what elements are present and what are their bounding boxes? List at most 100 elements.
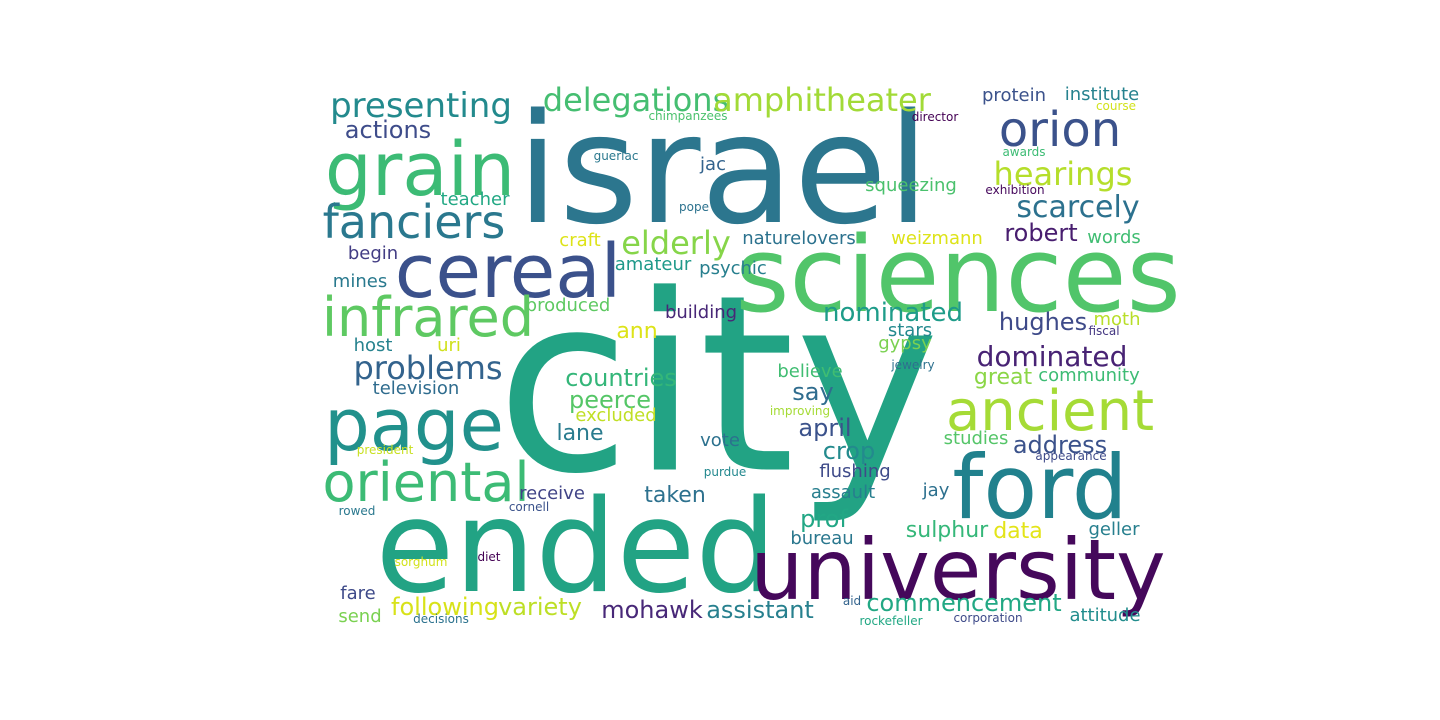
word-institute: institute bbox=[1064, 84, 1140, 105]
word-produced: produced bbox=[525, 295, 611, 316]
word-psychic: psychic bbox=[699, 258, 767, 279]
word-course: course bbox=[1095, 99, 1137, 113]
word-excluded: excluded bbox=[575, 405, 657, 426]
word-diet: diet bbox=[477, 550, 501, 564]
word-stars: stars bbox=[887, 320, 933, 341]
word-sciences: sciences bbox=[735, 214, 1181, 336]
word-squeezing: squeezing bbox=[865, 175, 957, 196]
word-peerce: peerce bbox=[568, 386, 652, 414]
word-presenting: presenting bbox=[330, 86, 512, 126]
word-great: great bbox=[973, 365, 1033, 390]
word-uri: uri bbox=[437, 335, 461, 356]
word-ann: ann bbox=[616, 319, 658, 344]
word-prof: prof bbox=[800, 505, 848, 533]
word-ancient: ancient bbox=[945, 379, 1155, 444]
word-address: address bbox=[1012, 431, 1108, 459]
word-flushing: flushing bbox=[819, 461, 891, 482]
word-assault: assault bbox=[810, 482, 876, 503]
word-actions: actions bbox=[344, 116, 432, 144]
word-mohawk: mohawk bbox=[601, 596, 703, 624]
word-ford: ford bbox=[952, 436, 1128, 539]
word-grain: grain bbox=[324, 127, 516, 213]
word-jay: jay bbox=[922, 480, 950, 501]
word-ended: ended bbox=[375, 473, 777, 622]
word-send: send bbox=[338, 606, 382, 627]
word-countries: countries bbox=[565, 364, 677, 392]
word-israel: israel bbox=[516, 81, 930, 258]
word-mines: mines bbox=[332, 271, 388, 292]
word-corporation: corporation bbox=[953, 611, 1023, 625]
word-problems: problems bbox=[353, 349, 503, 387]
word-fanciers: fanciers bbox=[322, 195, 506, 249]
word-rockefeller: rockefeller bbox=[859, 614, 923, 628]
word-moth: moth bbox=[1093, 309, 1141, 330]
word-nominated: nominated bbox=[822, 298, 964, 328]
word-host: host bbox=[353, 335, 393, 356]
word-teacher: teacher bbox=[440, 189, 510, 210]
word-assistant: assistant bbox=[706, 596, 814, 624]
word-craft: craft bbox=[559, 230, 601, 251]
word-television: television bbox=[372, 378, 460, 399]
word-words: words bbox=[1087, 227, 1141, 248]
word-believe: believe bbox=[777, 361, 843, 382]
word-exhibition: exhibition bbox=[985, 183, 1045, 197]
word-appearance: appearance bbox=[1035, 449, 1107, 463]
word-building: building bbox=[664, 302, 738, 323]
word-jewelry: jewelry bbox=[891, 358, 935, 372]
word-decisions: decisions bbox=[413, 612, 469, 626]
word-fiscal: fiscal bbox=[1088, 324, 1120, 338]
word-data: data bbox=[993, 519, 1043, 544]
word-receive: receive bbox=[519, 483, 585, 504]
word-infrared: infrared bbox=[321, 286, 535, 349]
word-pope: pope bbox=[679, 200, 709, 214]
word-cereal: cereal bbox=[394, 229, 622, 315]
word-rowed: rowed bbox=[338, 504, 376, 518]
word-lane: lane bbox=[556, 421, 604, 446]
word-crop: crop bbox=[822, 437, 876, 465]
word-aid: aid bbox=[842, 594, 862, 608]
word-naturelovers: naturelovers bbox=[742, 228, 856, 249]
word-scarcely: scarcely bbox=[1016, 190, 1140, 225]
word-protein: protein bbox=[982, 85, 1046, 106]
word-jac: jac bbox=[700, 154, 726, 175]
word-gypsy: gypsy bbox=[878, 333, 932, 354]
word-hughes: hughes bbox=[998, 308, 1088, 336]
word-director: director bbox=[911, 110, 959, 124]
word-delegations: delegations bbox=[542, 81, 730, 119]
word-improving: improving bbox=[769, 404, 831, 418]
word-bureau: bureau bbox=[790, 528, 854, 549]
word-chimpanzees: chimpanzees bbox=[648, 109, 728, 123]
word-begin: begin bbox=[347, 243, 399, 264]
word-amphitheater: amphitheater bbox=[713, 81, 931, 119]
word-commencement: commencement bbox=[866, 589, 1062, 617]
word-sulphur: sulphur bbox=[905, 518, 989, 543]
word-page: page bbox=[324, 383, 504, 467]
word-taken: taken bbox=[644, 483, 706, 508]
word-cornell: cornell bbox=[508, 500, 550, 514]
word-hearings: hearings bbox=[993, 155, 1133, 193]
word-awards: awards bbox=[1002, 145, 1046, 159]
word-amateur: amateur bbox=[614, 254, 692, 275]
word-orion: orion bbox=[998, 102, 1122, 158]
word-guerlac: guerlac bbox=[593, 149, 639, 163]
word-elderly: elderly bbox=[621, 224, 731, 262]
word-oriental: oriental bbox=[322, 451, 530, 514]
word-attitude: attitude bbox=[1069, 605, 1141, 626]
word-weizmann: weizmann bbox=[891, 228, 983, 249]
word-community: community bbox=[1038, 365, 1140, 386]
word-purdue: purdue bbox=[703, 465, 747, 479]
word-sorghum: sorghum bbox=[394, 555, 448, 569]
word-studies: studies bbox=[943, 428, 1009, 449]
word-fare: fare bbox=[340, 583, 376, 604]
word-dominated: dominated bbox=[976, 340, 1128, 373]
word-president: president bbox=[356, 443, 414, 457]
word-april: april bbox=[798, 414, 852, 442]
word-variety: variety bbox=[498, 593, 582, 621]
word-following: following bbox=[391, 593, 499, 621]
word-city: city bbox=[496, 242, 940, 528]
word-university: university bbox=[750, 521, 1166, 619]
word-say: say bbox=[792, 378, 834, 406]
word-vote: vote bbox=[700, 430, 740, 451]
word-geller: geller bbox=[1088, 519, 1140, 540]
